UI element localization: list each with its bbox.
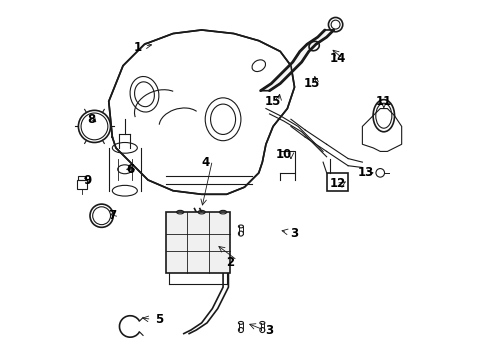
Text: 6: 6 [126, 163, 134, 176]
Text: 15: 15 [264, 95, 281, 108]
Polygon shape [108, 30, 294, 194]
Text: 15: 15 [304, 77, 320, 90]
Text: 3: 3 [265, 324, 273, 337]
Text: 2: 2 [225, 256, 234, 269]
Text: 4: 4 [201, 156, 209, 168]
Text: 14: 14 [328, 52, 345, 65]
Text: 13: 13 [357, 166, 373, 179]
Text: 7: 7 [108, 209, 116, 222]
Text: 9: 9 [83, 174, 91, 186]
Text: 5: 5 [154, 313, 163, 326]
Text: 3: 3 [290, 227, 298, 240]
Polygon shape [362, 109, 401, 152]
Text: 8: 8 [86, 113, 95, 126]
Polygon shape [260, 30, 333, 91]
FancyBboxPatch shape [165, 212, 230, 273]
Text: 11: 11 [375, 95, 391, 108]
Text: 1: 1 [133, 41, 141, 54]
Text: 10: 10 [275, 148, 291, 162]
Text: 12: 12 [328, 177, 345, 190]
